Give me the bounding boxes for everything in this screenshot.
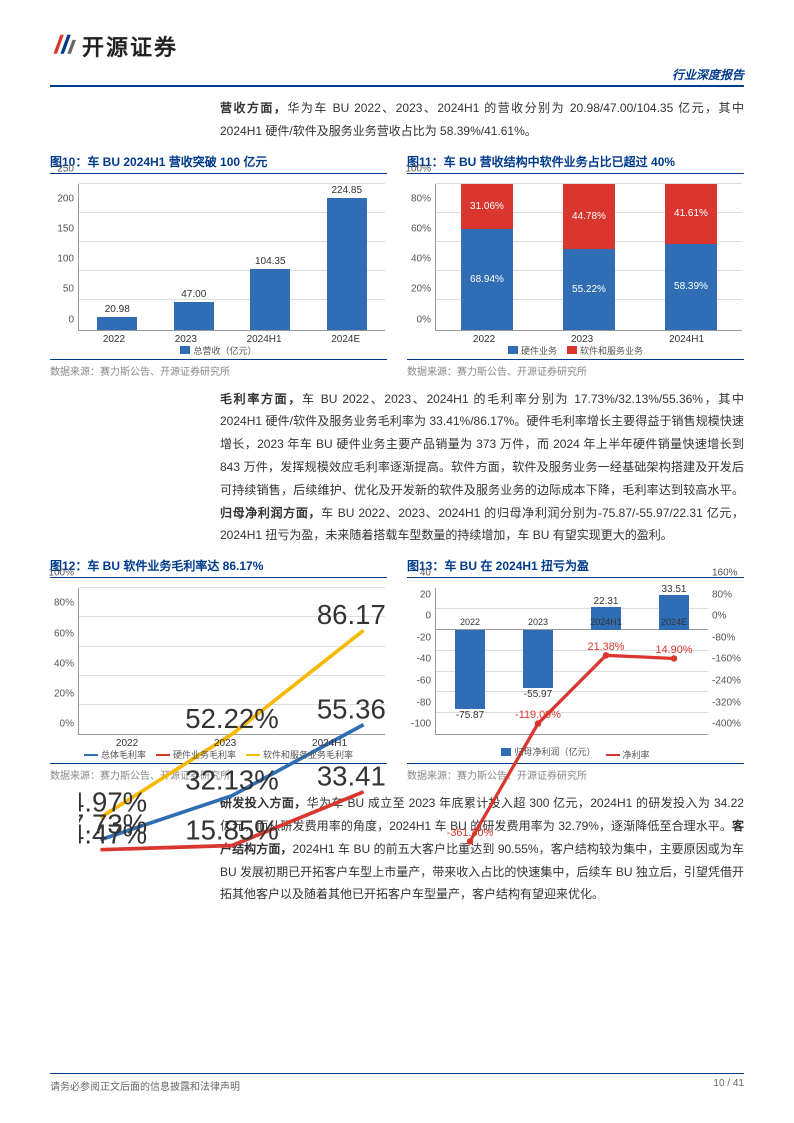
logo: 开源证券 xyxy=(50,30,178,62)
paragraph-revenue: 营收方面，华为车 BU 2022、2023、2024H1 的营收分别为 20.9… xyxy=(220,97,744,143)
svg-text:14.47%: 14.47% xyxy=(79,819,147,850)
svg-text:14.90%: 14.90% xyxy=(656,644,693,656)
chart-source: 数据来源：赛力斯公告、开源证券研究所 xyxy=(50,359,387,378)
svg-text:33.41%: 33.41% xyxy=(317,761,385,792)
svg-text:-361.80%: -361.80% xyxy=(447,827,494,839)
chart-title: 图12：车 BU 软件业务毛利率达 86.17% xyxy=(50,557,387,578)
svg-text:-119.09%: -119.09% xyxy=(515,709,561,721)
chart-title: 图10：车 BU 2024H1 营收突破 100 亿元 xyxy=(50,153,387,174)
chart-title: 图11：车 BU 营收结构中软件业务占比已超过 40% xyxy=(407,153,744,174)
logo-icon xyxy=(50,33,76,59)
chart-11: 图11：车 BU 营收结构中软件业务占比已超过 40% 0%20%40%60%8… xyxy=(407,153,744,378)
paragraph-margin: 毛利率方面，车 BU 2022、2023、2024H1 的毛利率分别为 17.7… xyxy=(220,388,744,548)
svg-text:15.85%: 15.85% xyxy=(185,815,278,846)
svg-text:86.17%: 86.17% xyxy=(317,599,385,630)
chart-title: 图13：车 BU 在 2024H1 扭亏为盈 xyxy=(407,557,744,578)
svg-text:24.97%: 24.97% xyxy=(79,787,147,818)
svg-text:52.22%: 52.22% xyxy=(185,703,278,734)
chart-13: 图13：车 BU 在 2024H1 扭亏为盈 -100-80-60-40-200… xyxy=(407,557,744,782)
footer-disclaimer: 请务必参阅正文后面的信息披露和法律声明 xyxy=(50,1078,240,1093)
chart-source: 数据来源：赛力斯公告、开源证券研究所 xyxy=(407,359,744,378)
svg-text:32.13%: 32.13% xyxy=(185,765,278,796)
svg-text:21.38%: 21.38% xyxy=(588,641,625,653)
doc-type: 行业深度报告 xyxy=(50,66,744,87)
header: 开源证券 xyxy=(50,30,744,62)
chart-10: 图10：车 BU 2024H1 营收突破 100 亿元 050100150200… xyxy=(50,153,387,378)
svg-text:55.36%: 55.36% xyxy=(317,694,385,725)
chart-12: 图12：车 BU 软件业务毛利率达 86.17% 0%20%40%60%80%1… xyxy=(50,557,387,782)
footer: 请务必参阅正文后面的信息披露和法律声明 10 / 41 xyxy=(50,1073,744,1093)
page-number: 10 / 41 xyxy=(713,1078,744,1093)
company-name: 开源证券 xyxy=(82,30,178,62)
